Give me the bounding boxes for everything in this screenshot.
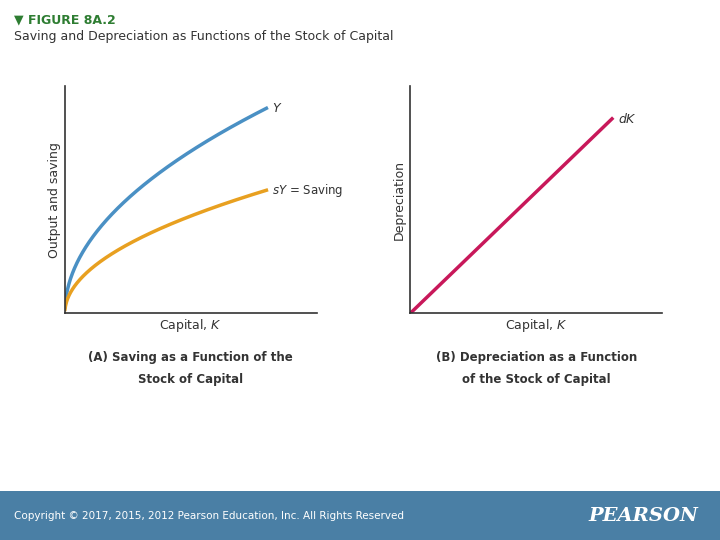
X-axis label: Capital, $K$: Capital, $K$ (505, 318, 568, 334)
Text: ▼ FIGURE 8A.2: ▼ FIGURE 8A.2 (14, 14, 116, 26)
Y-axis label: Output and saving: Output and saving (48, 142, 60, 258)
Text: (A) Saving as a Function of the: (A) Saving as a Function of the (89, 351, 293, 364)
Text: (B) Depreciation as a Function: (B) Depreciation as a Function (436, 351, 637, 364)
Text: $sY$ = Saving: $sY$ = Saving (272, 182, 343, 199)
Text: Saving and Depreciation as Functions of the Stock of Capital: Saving and Depreciation as Functions of … (14, 30, 394, 43)
Text: Copyright © 2017, 2015, 2012 Pearson Education, Inc. All Rights Reserved: Copyright © 2017, 2015, 2012 Pearson Edu… (14, 511, 405, 521)
X-axis label: Capital, $K$: Capital, $K$ (159, 318, 222, 334)
Text: PEARSON: PEARSON (588, 507, 698, 525)
Text: $Y$: $Y$ (272, 102, 283, 115)
Text: $dK$: $dK$ (618, 112, 637, 126)
Text: of the Stock of Capital: of the Stock of Capital (462, 373, 611, 386)
Y-axis label: Depreciation: Depreciation (393, 160, 406, 240)
Text: Stock of Capital: Stock of Capital (138, 373, 243, 386)
